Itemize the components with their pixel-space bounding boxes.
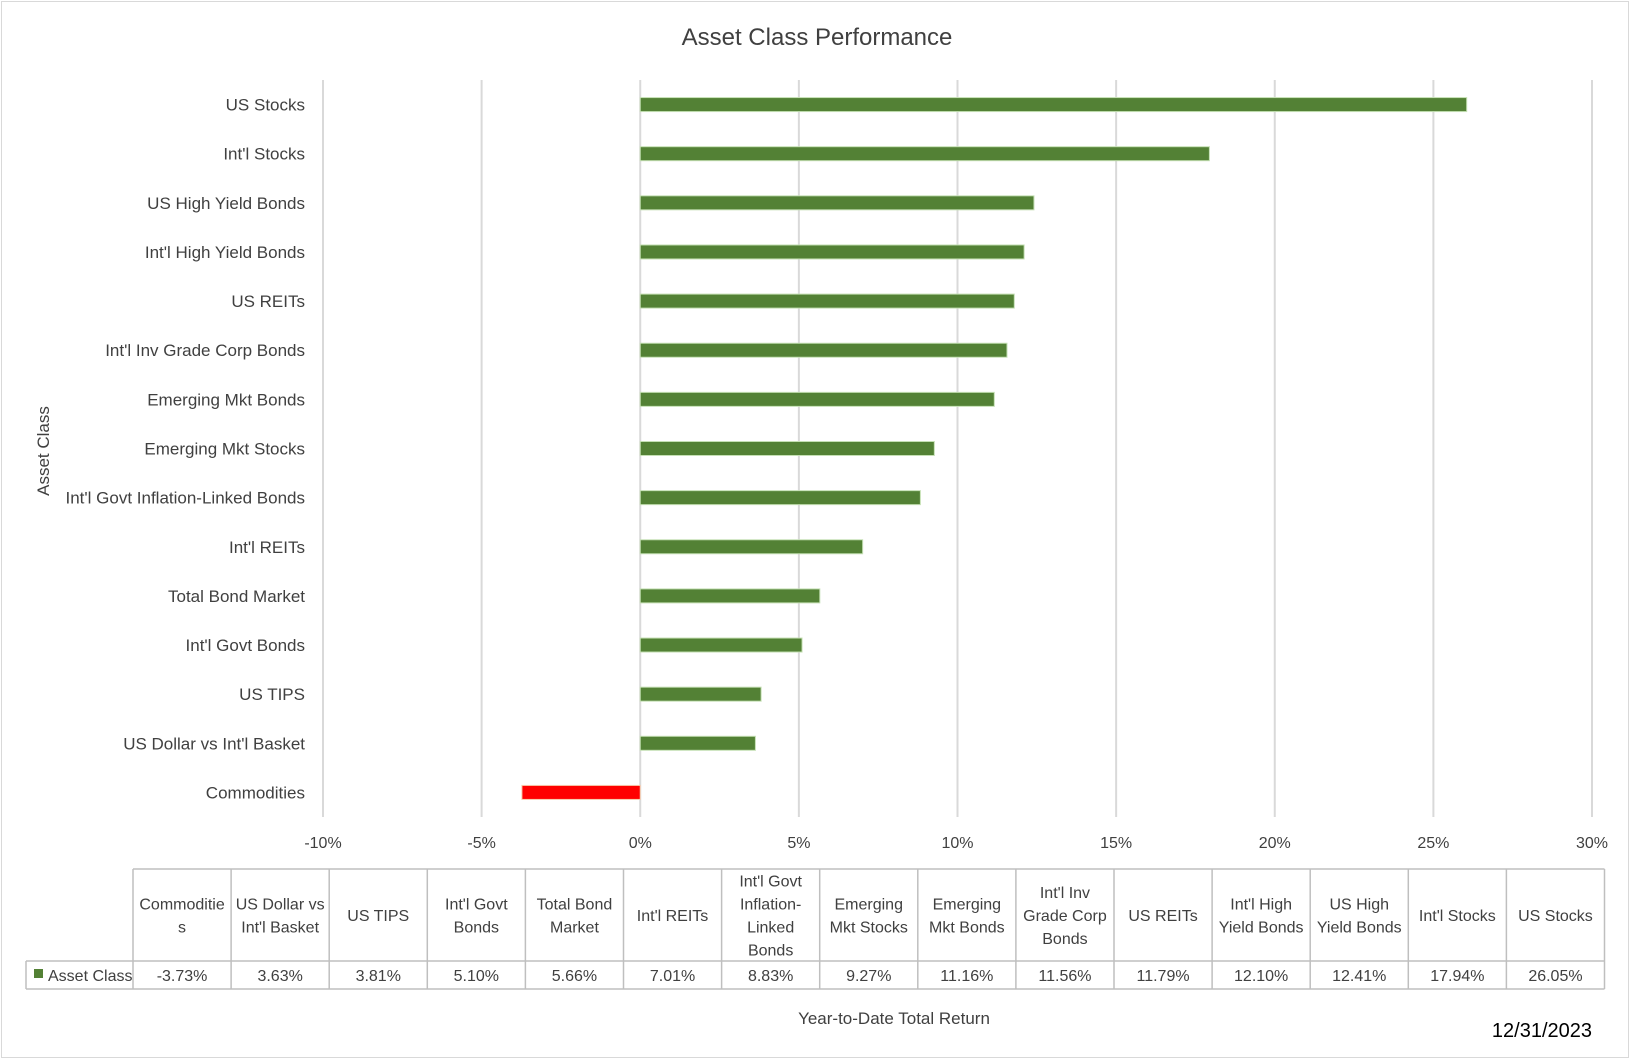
date-label: 12/31/2023: [1492, 1020, 1592, 1042]
table-value: 12.41%: [1332, 968, 1386, 985]
table-header: Int'l REITs: [637, 908, 709, 925]
table-header: Int'l Stocks: [1419, 908, 1496, 925]
x-tick-labels: -10% -5% 0% 5% 10% 15% 20% 25% 30%: [304, 835, 1608, 852]
category-label: Emerging Mkt Bonds: [147, 390, 305, 409]
table-value: 11.79%: [1137, 968, 1190, 985]
bar: [639, 391, 995, 407]
x-tick-label: 15%: [1100, 835, 1132, 852]
category-label: Int'l Inv Grade Corp Bonds: [105, 341, 305, 360]
x-tick-label: 10%: [941, 835, 973, 852]
bar: [521, 784, 641, 800]
bar: [639, 539, 864, 555]
table-header: Commoditie s: [139, 897, 224, 937]
table-header: US TIPS: [347, 908, 409, 925]
table-value: 12.10%: [1234, 968, 1288, 985]
category-label: Int'l High Yield Bonds: [145, 243, 305, 262]
table-header: Emerging Mkt Stocks: [830, 897, 908, 937]
bar: [639, 588, 821, 604]
table-value: 11.16%: [940, 968, 993, 985]
bar: [639, 637, 803, 653]
x-tick-label: 20%: [1259, 835, 1291, 852]
legend-label: Asset Class: [48, 968, 132, 985]
table-header: Int'l Inv Grade Corp Bonds: [1023, 885, 1107, 948]
category-label: Emerging Mkt Stocks: [144, 440, 305, 459]
category-labels: Commodities US Dollar vs Int'l Basket US T…: [66, 96, 306, 803]
category-label: Int'l Stocks: [223, 145, 305, 164]
bar: [639, 97, 1468, 113]
table-value: 11.56%: [1038, 968, 1091, 985]
bar: [639, 686, 762, 702]
bars: [521, 97, 1468, 800]
table-header: Int'l High Yield Bonds: [1219, 897, 1304, 937]
data-table: Asset Class Commoditie s -3.73% US Dollar vs…: [25, 868, 1606, 990]
table-value: 8.83%: [748, 968, 793, 985]
table-header: Emerging Mkt Bonds: [929, 897, 1005, 937]
x-tick-label: 5%: [787, 835, 810, 852]
table-header: US REITs: [1128, 908, 1197, 925]
table-value: 5.10%: [454, 968, 499, 985]
category-label: Int'l Govt Bonds: [186, 636, 305, 655]
y-axis-title: Asset Class: [34, 406, 53, 496]
table-value: 26.05%: [1528, 968, 1582, 985]
bar: [639, 490, 921, 506]
x-tick-label: 25%: [1417, 835, 1449, 852]
x-tick-label: -5%: [467, 835, 495, 852]
category-label: US Stocks: [226, 96, 305, 115]
table-value: 5.66%: [552, 968, 597, 985]
table-header: Int'l Govt Inflation-Linked Bonds: [739, 874, 802, 960]
category-label: Int'l REITs: [229, 538, 305, 557]
category-label: US REITs: [231, 292, 305, 311]
bar: [639, 146, 1210, 162]
bar: [639, 342, 1008, 358]
category-label: Total Bond Market: [168, 587, 305, 606]
bar: [639, 195, 1035, 211]
x-axis-title: Year-to-Date Total Return: [798, 1009, 990, 1028]
legend-swatch: [34, 969, 43, 978]
x-tick-label: 0%: [629, 835, 652, 852]
table-value: 7.01%: [650, 968, 695, 985]
table-header: US Stocks: [1518, 908, 1593, 925]
table-value: 3.81%: [356, 968, 401, 985]
bar: [639, 293, 1015, 309]
table-header: Total Bond Market: [537, 897, 613, 937]
table-value: -3.73%: [157, 968, 208, 985]
table-value: 17.94%: [1430, 968, 1484, 985]
table-header: Int'l Govt Bonds: [445, 897, 508, 937]
category-label: US High Yield Bonds: [147, 194, 305, 213]
bar: [639, 735, 756, 751]
category-label: US TIPS: [239, 685, 305, 704]
bar: [639, 244, 1025, 260]
x-tick-label: -10%: [304, 835, 341, 852]
bar: [639, 441, 935, 456]
category-label: Commodities: [206, 783, 305, 802]
gridlines: [322, 80, 1593, 817]
table-header: US Dollar vs Int'l Basket: [236, 897, 325, 937]
table-value: 3.63%: [257, 968, 302, 985]
table-header: US High Yield Bonds: [1317, 897, 1402, 937]
category-label: Int'l Govt Inflation-Linked Bonds: [66, 489, 306, 508]
category-label: US Dollar vs Int'l Basket: [123, 734, 305, 753]
table-value: 9.27%: [846, 968, 891, 985]
chart-title: Asset Class Performance: [682, 24, 953, 51]
x-tick-label: 30%: [1576, 835, 1608, 852]
